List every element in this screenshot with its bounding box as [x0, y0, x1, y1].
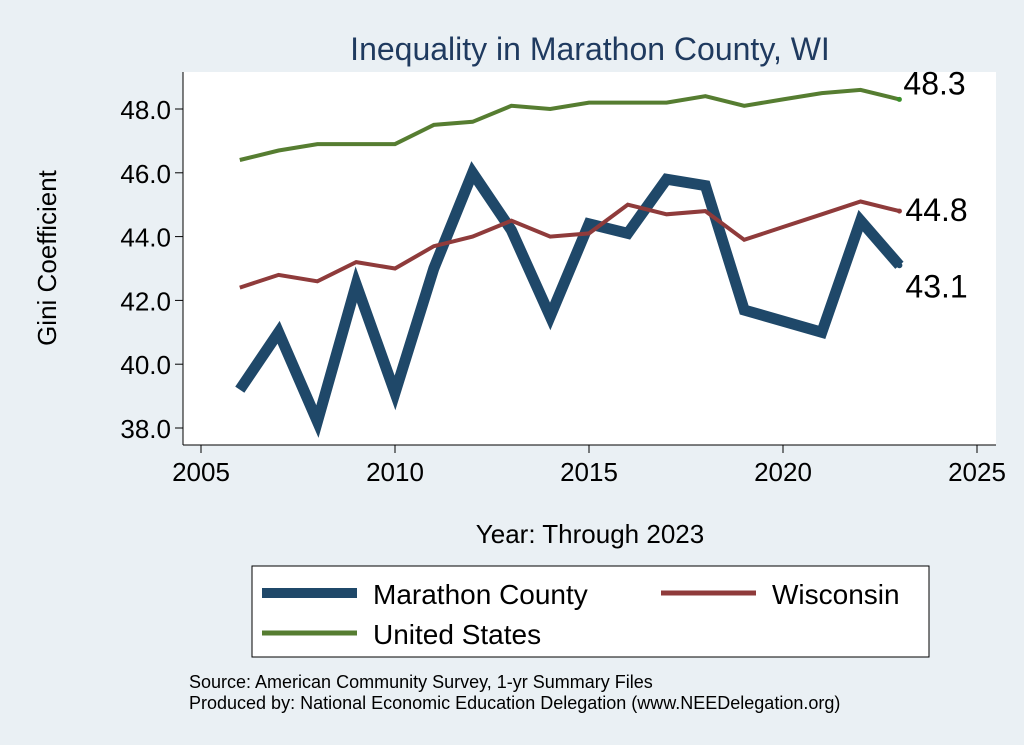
plot-area [183, 72, 996, 445]
x-tick-label: 2020 [754, 457, 812, 487]
chart-title: Inequality in Marathon County, WI [350, 31, 830, 67]
y-tick-label: 46.0 [120, 159, 171, 189]
legend-label-marathon-county: Marathon County [373, 579, 588, 610]
end-labels: 43.1 44.8 48.3 [896, 65, 968, 304]
x-axis-label: Year: Through 2023 [476, 519, 704, 549]
y-tick-label: 48.0 [120, 95, 171, 125]
end-value-label: 44.8 [905, 192, 967, 228]
x-tick-label: 2010 [366, 457, 424, 487]
produced-by-note: Produced by: National Economic Education… [189, 693, 840, 713]
end-value-label: 43.1 [905, 268, 967, 304]
end-point-marker [896, 96, 902, 102]
end-point-marker [896, 262, 903, 269]
series-line-united-states [239, 87, 900, 162]
x-tick-label: 2005 [172, 457, 230, 487]
series-lines [235, 87, 904, 438]
y-tick-label: 38.0 [120, 414, 171, 444]
y-tick-label: 42.0 [120, 286, 171, 316]
x-tick-label: 2015 [560, 457, 618, 487]
source-note: Source: American Community Survey, 1-yr … [189, 672, 653, 692]
series-line-wisconsin [239, 199, 900, 290]
x-ticks: 2005 2010 2015 2020 2025 [172, 445, 1006, 487]
legend-label-wisconsin: Wisconsin [772, 579, 900, 610]
y-tick-label: 44.0 [120, 223, 171, 253]
legend-label-united-states: United States [373, 619, 541, 650]
y-tick-label: 40.0 [120, 350, 171, 380]
end-value-label: 48.3 [903, 65, 965, 101]
series-line-marathon-county [235, 161, 904, 438]
legend: Marathon County Wisconsin United States [251, 565, 930, 658]
y-ticks: 38.0 40.0 42.0 44.0 46.0 48.0 [120, 95, 183, 444]
y-axis-label: Gini Coefficient [32, 169, 62, 346]
legend-box [251, 565, 930, 658]
end-point-marker [896, 208, 902, 214]
x-tick-label: 2025 [948, 457, 1006, 487]
